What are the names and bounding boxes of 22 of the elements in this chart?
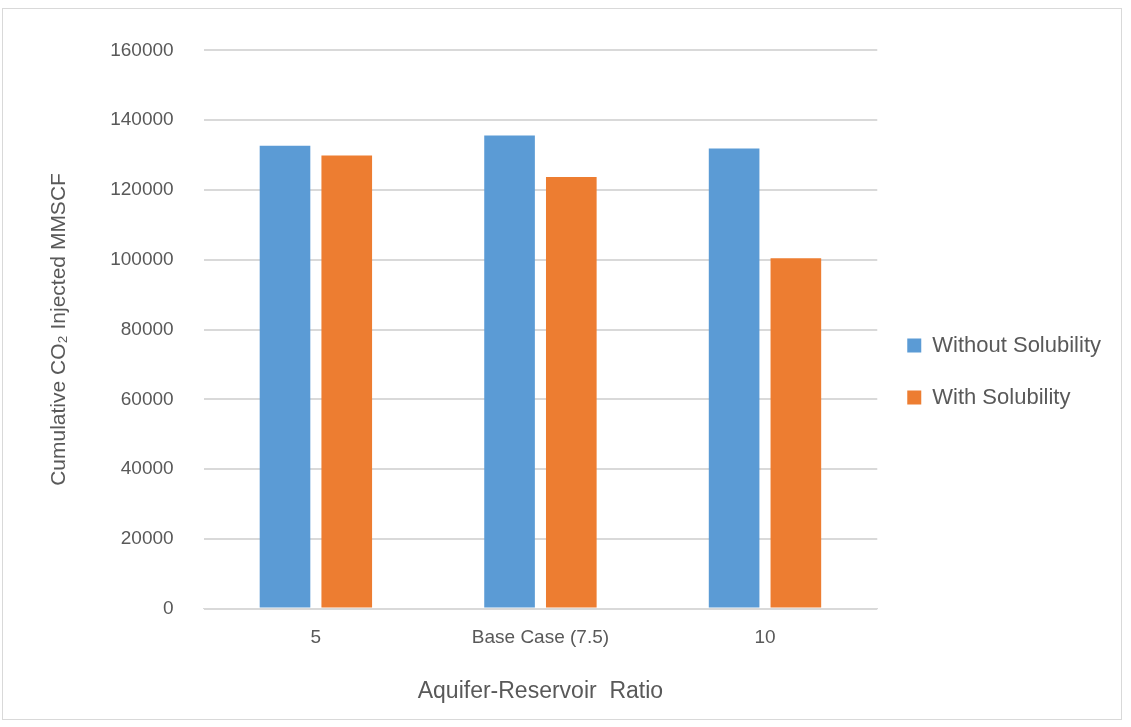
y-tick-label: 60000 <box>120 387 174 409</box>
y-tick-label: 100000 <box>110 247 174 269</box>
bar <box>321 155 373 608</box>
bar <box>484 135 535 608</box>
legend-label: With Solubility <box>932 383 1071 409</box>
bar <box>770 258 822 608</box>
bar <box>545 177 597 608</box>
y-tick-label: 160000 <box>110 38 174 60</box>
x-tick-label: 5 <box>310 626 322 648</box>
x-tick-label: 10 <box>754 626 776 648</box>
bar <box>708 148 760 608</box>
y-tick-label: 140000 <box>110 108 174 130</box>
y-axis-title: Cumulative CO₂ Injected MMSCF <box>46 173 70 486</box>
y-tick-label: 80000 <box>120 317 174 339</box>
y-tick-label: 120000 <box>110 178 174 200</box>
y-tick-label: 20000 <box>120 527 174 549</box>
x-tick-label: Base Case (7.5) <box>471 626 610 648</box>
bar <box>259 145 311 608</box>
y-tick-label: 0 <box>163 596 174 618</box>
y-tick-label: 40000 <box>120 457 174 479</box>
legend-label: Without Solubility <box>932 331 1102 357</box>
x-axis-title: Aquifer-Reservoir Ratio <box>417 676 664 703</box>
